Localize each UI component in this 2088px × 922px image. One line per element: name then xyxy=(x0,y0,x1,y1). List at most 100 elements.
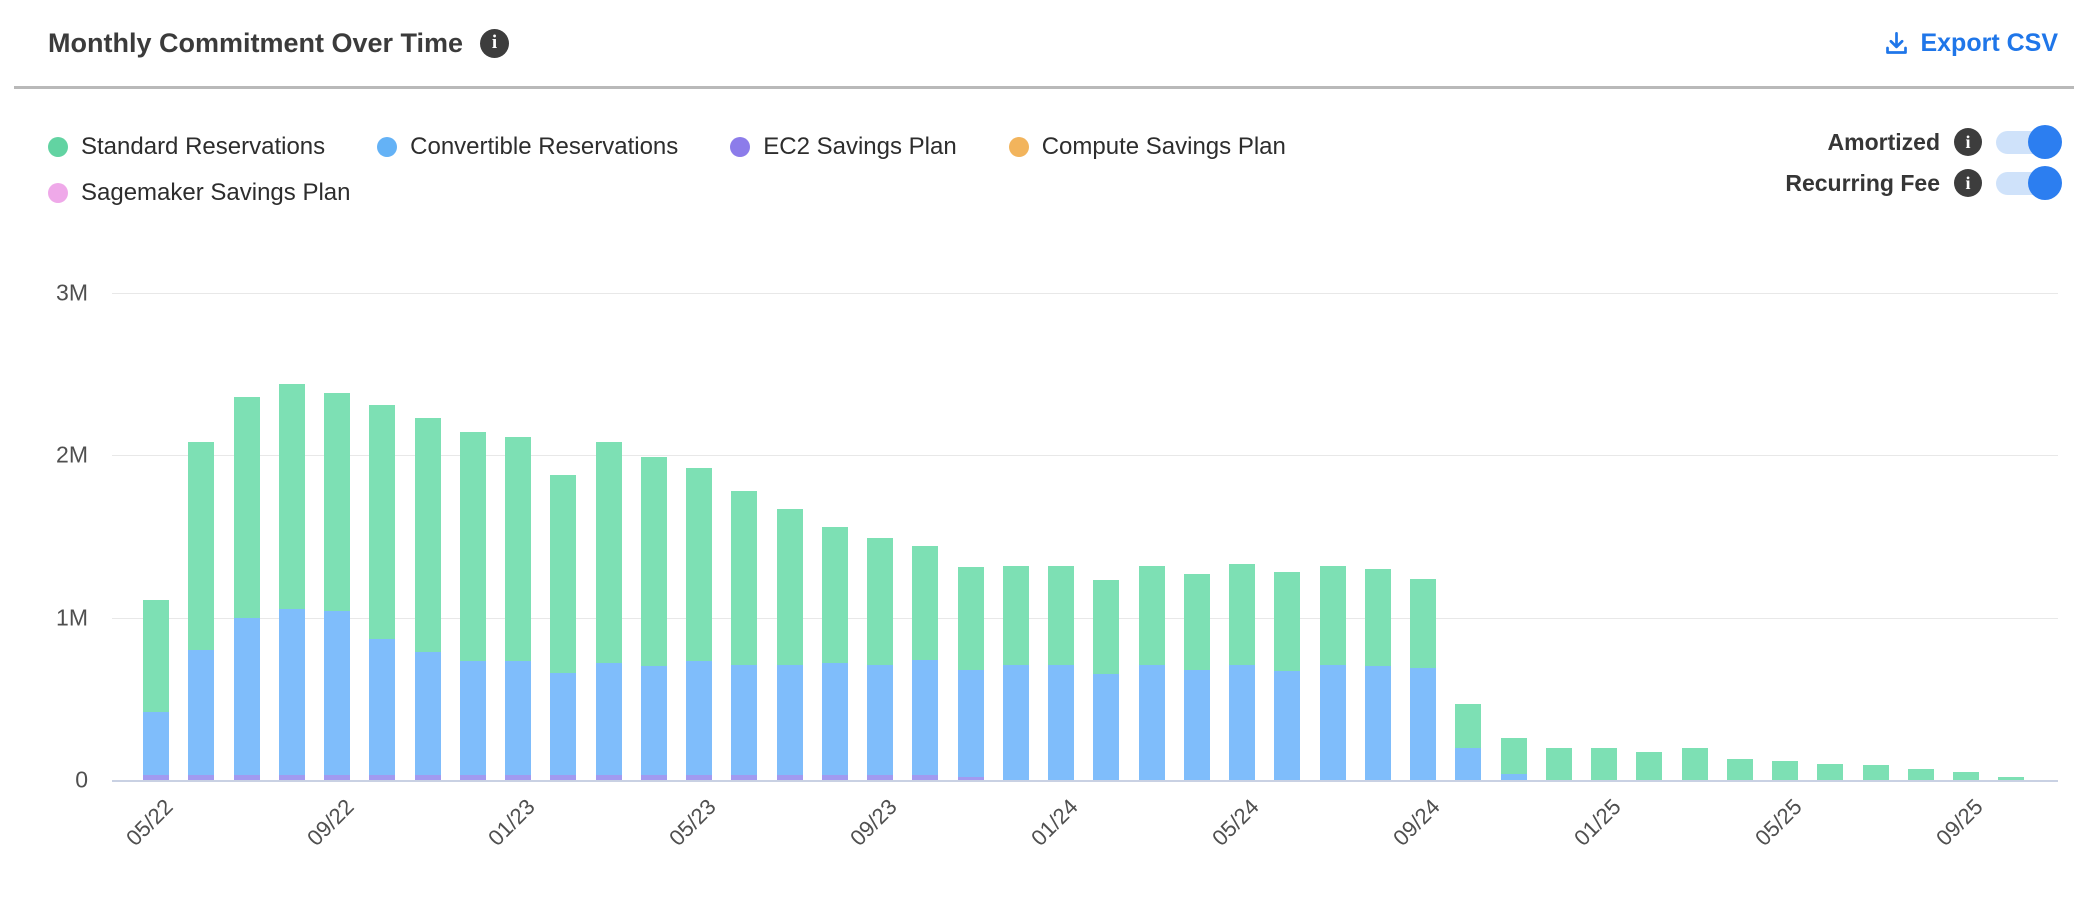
bar-06/22-ec2-savings-plan[interactable] xyxy=(188,775,215,780)
bar-12/23-standard-reservations[interactable] xyxy=(1002,565,1029,665)
bar-03/23-ec2-savings-plan[interactable] xyxy=(595,775,622,780)
bar-10/24-convertible-reservations[interactable] xyxy=(1455,747,1482,780)
bar-06/22-standard-reservations[interactable] xyxy=(188,442,215,650)
bar-07/25-standard-reservations[interactable] xyxy=(1862,765,1889,780)
bar-10/23-standard-reservations[interactable] xyxy=(912,546,939,660)
bar-10/23-convertible-reservations[interactable] xyxy=(912,659,939,776)
bar-07/22-standard-reservations[interactable] xyxy=(233,396,260,618)
bar-09/23-convertible-reservations[interactable] xyxy=(867,664,893,776)
bar-05/24-convertible-reservations[interactable] xyxy=(1229,664,1255,780)
bar-08/23-convertible-reservations[interactable] xyxy=(821,663,848,776)
bar-08/22-standard-reservations[interactable] xyxy=(278,383,305,610)
bar-04/25-standard-reservations[interactable] xyxy=(1726,758,1753,780)
bar-07/23-standard-reservations[interactable] xyxy=(776,508,803,665)
bar-09/24-standard-reservations[interactable] xyxy=(1410,578,1436,668)
bar-10/22-ec2-savings-plan[interactable] xyxy=(369,775,396,780)
info-icon[interactable]: i xyxy=(1954,169,1982,197)
bar-02/23-ec2-savings-plan[interactable] xyxy=(550,775,577,780)
bar-04/23-standard-reservations[interactable] xyxy=(640,456,667,667)
bar-04/23-convertible-reservations[interactable] xyxy=(640,666,667,776)
bar-01/23-standard-reservations[interactable] xyxy=(505,437,531,662)
bar-01/23-convertible-reservations[interactable] xyxy=(505,661,531,776)
bar-07/24-convertible-reservations[interactable] xyxy=(1319,664,1346,780)
bar-04/24-convertible-reservations[interactable] xyxy=(1183,669,1210,780)
bar-09/25-standard-reservations[interactable] xyxy=(1953,771,1979,780)
bar-12/22-standard-reservations[interactable] xyxy=(459,432,486,662)
bar-08/23-ec2-savings-plan[interactable] xyxy=(821,775,848,780)
bar-02/24-standard-reservations[interactable] xyxy=(1093,580,1120,675)
toggle-switch-recurring-fee[interactable] xyxy=(1996,165,2062,200)
bar-11/22-convertible-reservations[interactable] xyxy=(414,651,441,776)
bar-08/25-standard-reservations[interactable] xyxy=(1907,768,1934,780)
bar-08/23-standard-reservations[interactable] xyxy=(821,526,848,663)
bar-07/22-ec2-savings-plan[interactable] xyxy=(233,775,260,780)
bar-08/24-standard-reservations[interactable] xyxy=(1364,568,1391,667)
bar-09/22-standard-reservations[interactable] xyxy=(324,393,350,611)
bar-03/25-standard-reservations[interactable] xyxy=(1681,747,1708,780)
title-info-icon[interactable]: i xyxy=(480,28,510,58)
export-csv-button[interactable]: Export CSV xyxy=(1883,29,2058,58)
bar-12/23-convertible-reservations[interactable] xyxy=(1002,664,1029,780)
bar-04/24-standard-reservations[interactable] xyxy=(1183,573,1210,670)
bar-05/23-standard-reservations[interactable] xyxy=(686,468,712,662)
bar-12/22-ec2-savings-plan[interactable] xyxy=(459,775,486,780)
bar-01/24-standard-reservations[interactable] xyxy=(1048,565,1074,665)
bar-02/24-convertible-reservations[interactable] xyxy=(1093,674,1120,780)
bar-08/22-ec2-savings-plan[interactable] xyxy=(278,775,305,780)
bar-04/23-ec2-savings-plan[interactable] xyxy=(640,775,667,780)
bar-07/22-convertible-reservations[interactable] xyxy=(233,617,260,776)
bar-06/24-standard-reservations[interactable] xyxy=(1274,572,1301,672)
bar-11/23-convertible-reservations[interactable] xyxy=(957,669,984,777)
bar-10/22-convertible-reservations[interactable] xyxy=(369,638,396,776)
bar-10/23-ec2-savings-plan[interactable] xyxy=(912,775,939,780)
bar-09/22-convertible-reservations[interactable] xyxy=(324,611,350,776)
bar-10/25-standard-reservations[interactable] xyxy=(1998,776,2025,780)
bar-12/24-standard-reservations[interactable] xyxy=(1545,747,1572,780)
bar-01/25-standard-reservations[interactable] xyxy=(1591,747,1617,780)
bar-07/23-ec2-savings-plan[interactable] xyxy=(776,775,803,780)
bar-11/23-ec2-savings-plan[interactable] xyxy=(957,776,984,780)
bar-11/23-standard-reservations[interactable] xyxy=(957,567,984,670)
bar-12/22-convertible-reservations[interactable] xyxy=(459,661,486,776)
legend-item-sagemaker-savings-plan[interactable]: Sagemaker Savings Plan xyxy=(48,179,350,207)
bar-07/24-standard-reservations[interactable] xyxy=(1319,565,1346,665)
bar-05/24-standard-reservations[interactable] xyxy=(1229,563,1255,665)
bar-09/23-ec2-savings-plan[interactable] xyxy=(867,775,893,780)
bar-03/23-convertible-reservations[interactable] xyxy=(595,663,622,776)
bar-05/23-convertible-reservations[interactable] xyxy=(686,661,712,776)
bar-03/23-standard-reservations[interactable] xyxy=(595,442,622,663)
bar-09/23-standard-reservations[interactable] xyxy=(867,537,893,665)
bar-11/22-ec2-savings-plan[interactable] xyxy=(414,775,441,780)
legend-item-standard-reservations[interactable]: Standard Reservations xyxy=(48,133,325,161)
bar-09/24-convertible-reservations[interactable] xyxy=(1410,667,1436,780)
legend-item-convertible-reservations[interactable]: Convertible Reservations xyxy=(377,133,678,161)
bar-02/23-convertible-reservations[interactable] xyxy=(550,672,577,776)
toggle-switch-amortized[interactable] xyxy=(1996,124,2062,159)
bar-05/22-ec2-savings-plan[interactable] xyxy=(143,775,169,780)
bar-06/23-standard-reservations[interactable] xyxy=(731,490,758,665)
bar-10/22-standard-reservations[interactable] xyxy=(369,404,396,639)
bar-09/22-ec2-savings-plan[interactable] xyxy=(324,775,350,780)
bar-02/25-standard-reservations[interactable] xyxy=(1636,752,1663,780)
bar-08/24-convertible-reservations[interactable] xyxy=(1364,666,1391,780)
bar-08/22-convertible-reservations[interactable] xyxy=(278,609,305,776)
bar-11/24-convertible-reservations[interactable] xyxy=(1500,773,1527,780)
bar-06/23-convertible-reservations[interactable] xyxy=(731,664,758,776)
bar-06/24-convertible-reservations[interactable] xyxy=(1274,671,1301,780)
bar-11/24-standard-reservations[interactable] xyxy=(1500,737,1527,774)
bar-05/25-standard-reservations[interactable] xyxy=(1772,760,1798,780)
bar-05/22-standard-reservations[interactable] xyxy=(143,599,169,712)
info-icon[interactable]: i xyxy=(1954,128,1982,156)
bar-06/23-ec2-savings-plan[interactable] xyxy=(731,775,758,780)
bar-06/22-convertible-reservations[interactable] xyxy=(188,650,215,776)
legend-item-compute-savings-plan[interactable]: Compute Savings Plan xyxy=(1008,133,1286,161)
legend-item-ec2-savings-plan[interactable]: EC2 Savings Plan xyxy=(730,133,957,161)
bar-01/24-convertible-reservations[interactable] xyxy=(1048,664,1074,780)
bar-01/23-ec2-savings-plan[interactable] xyxy=(505,775,531,780)
bar-03/24-convertible-reservations[interactable] xyxy=(1138,664,1165,780)
bar-11/22-standard-reservations[interactable] xyxy=(414,417,441,652)
bar-10/24-standard-reservations[interactable] xyxy=(1455,703,1482,748)
bar-02/23-standard-reservations[interactable] xyxy=(550,474,577,673)
bar-06/25-standard-reservations[interactable] xyxy=(1817,763,1844,780)
bar-03/24-standard-reservations[interactable] xyxy=(1138,565,1165,665)
